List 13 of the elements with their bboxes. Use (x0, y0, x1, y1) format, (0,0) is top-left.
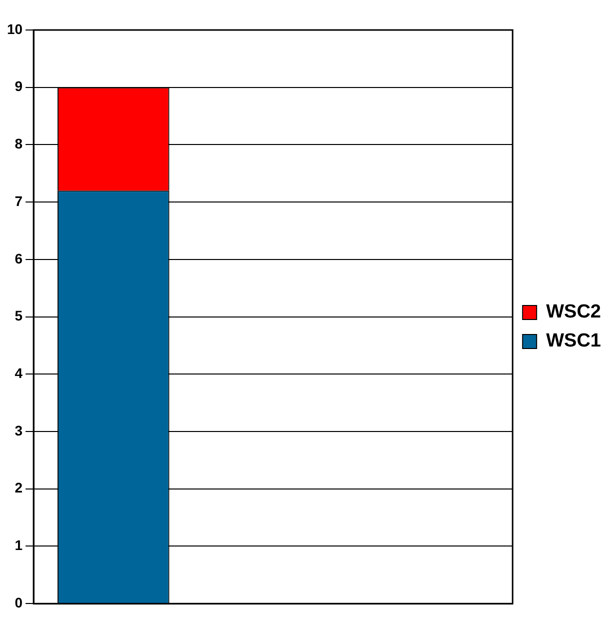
y-tick-label: 6 (14, 250, 23, 266)
y-tick-label: 2 (14, 480, 23, 496)
y-tick-label: 1 (14, 537, 23, 554)
legend-label: WSC1 (546, 330, 602, 352)
y-tick-label: 10 (6, 20, 23, 37)
y-tick-label: 7 (14, 192, 23, 209)
y-tick-label: 0 (14, 594, 23, 610)
y-tick-label: 4 (14, 365, 23, 382)
y-tick-label: 3 (14, 422, 23, 438)
y-tick-label: 5 (14, 308, 23, 324)
legend-label: WSC2 (546, 302, 602, 323)
y-tick-label: 9 (14, 78, 23, 94)
y-tick-label: 8 (14, 136, 23, 152)
